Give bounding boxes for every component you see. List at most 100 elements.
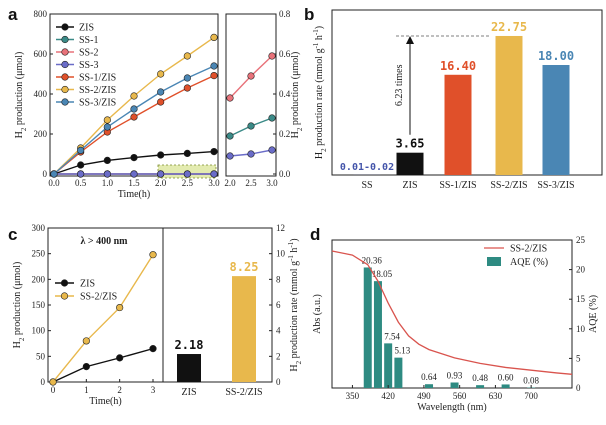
y-tick-label: 100 bbox=[32, 326, 46, 336]
aqe-data-label: 0.60 bbox=[498, 372, 514, 382]
right-y-tick-label: 12 bbox=[276, 223, 285, 233]
y-tick-label: 800 bbox=[34, 9, 48, 19]
data-point bbox=[183, 84, 191, 92]
legend-label: ZIS bbox=[80, 279, 95, 290]
legend-marker bbox=[61, 73, 69, 81]
right-y-tick-label: 2 bbox=[276, 351, 281, 361]
data-label: 2.18 bbox=[175, 338, 204, 352]
y-tick-label: 400 bbox=[34, 89, 48, 99]
x-tick-label: 2.0 bbox=[155, 178, 167, 188]
panel-label-c: c bbox=[8, 225, 17, 244]
plot-frame-inset bbox=[225, 13, 277, 177]
aqe-data-label: 5.13 bbox=[395, 346, 411, 356]
y-tick-label: 600 bbox=[34, 49, 48, 59]
data-point bbox=[210, 62, 218, 70]
legend-marker bbox=[60, 279, 69, 287]
x-axis-label: Wavelength (nm) bbox=[417, 402, 486, 413]
arrow-head bbox=[406, 35, 414, 44]
y-tick-label: 0 bbox=[43, 169, 48, 179]
data-point bbox=[210, 148, 218, 156]
x-tick-label: 2 bbox=[117, 385, 122, 395]
inset-y-tick-label: 0.4 bbox=[279, 89, 291, 99]
right-y-tick-label: 0 bbox=[276, 377, 281, 387]
aqe-bar bbox=[363, 267, 372, 388]
data-point bbox=[77, 146, 85, 154]
x-tick-label: 0.0 bbox=[48, 178, 60, 188]
panel-b: SS 0.01-0.02 ZIS 3.65 SS-1/ZIS 16.40 SS-2/ZIS 2… bbox=[312, 9, 603, 191]
data-point bbox=[183, 74, 191, 82]
data-point bbox=[116, 303, 124, 312]
abs-line bbox=[331, 250, 573, 375]
data-point bbox=[210, 71, 218, 80]
data-label: 16.40 bbox=[440, 59, 476, 73]
x-tick-label: 490 bbox=[417, 391, 431, 401]
category-label: SS-2/ZIS bbox=[225, 387, 262, 398]
panel-a: 0.0 0.5 1.0 1.5 2.0 2.5 3.0 0 200 400 600 800 2.0 2.5… bbox=[14, 9, 304, 200]
aqe-data-label: 0.64 bbox=[421, 372, 437, 382]
legend-label: SS-2 bbox=[79, 48, 98, 59]
data-point bbox=[157, 70, 165, 78]
aqe-bar bbox=[501, 384, 510, 388]
inset-data-point bbox=[226, 132, 234, 140]
bar-ZIS bbox=[396, 152, 424, 175]
y-axis-label-left: H2 production (μmol) bbox=[12, 262, 26, 349]
inset-data-point bbox=[247, 72, 255, 80]
panel-label-d: d bbox=[310, 225, 320, 244]
legend-marker bbox=[61, 23, 69, 31]
right-y-tick-label: 6 bbox=[276, 300, 281, 310]
right-y-tick-label: 5 bbox=[576, 353, 581, 363]
series-line-ZIS bbox=[52, 347, 154, 383]
bar-SS-2/ZIS bbox=[232, 276, 256, 382]
legend-label: AQE (%) bbox=[510, 257, 548, 268]
data-point bbox=[103, 123, 111, 131]
x-tick-label: 350 bbox=[346, 391, 360, 401]
legend-label: SS-1 bbox=[79, 35, 98, 46]
category-label: SS bbox=[361, 180, 372, 191]
x-tick-label: 0.5 bbox=[75, 178, 87, 188]
data-point bbox=[49, 378, 57, 386]
x-tick-label: 3.0 bbox=[208, 178, 220, 188]
right-y-tick-label: 4 bbox=[276, 326, 281, 336]
inset-data-point bbox=[268, 114, 276, 122]
y-axis-label-left: H2 production (μmol) bbox=[14, 52, 28, 139]
legend-marker bbox=[61, 85, 69, 94]
x-tick-label: 630 bbox=[489, 391, 503, 401]
right-y-tick-label: 25 bbox=[576, 235, 586, 245]
data-point bbox=[130, 154, 138, 162]
bar-SS-3/ZIS bbox=[542, 65, 570, 175]
data-point bbox=[210, 170, 218, 178]
legend-label: SS-2/ZIS bbox=[79, 85, 116, 96]
data-point bbox=[157, 151, 165, 159]
inset-x-tick-label: 2.5 bbox=[245, 178, 257, 188]
y-tick-label: 200 bbox=[32, 274, 46, 284]
legend-label: SS-3 bbox=[79, 60, 98, 71]
data-point bbox=[116, 354, 124, 362]
condition-annotation: λ > 400 nm bbox=[80, 236, 128, 247]
legend-label: ZIS bbox=[79, 23, 94, 34]
data-point bbox=[130, 170, 138, 178]
data-point bbox=[50, 170, 58, 178]
bar-SS-2/ZIS bbox=[495, 35, 523, 175]
legend-label: SS-3/ZIS bbox=[79, 98, 116, 109]
y-axis-label-right: H2 production (μmol) bbox=[290, 52, 304, 139]
x-tick-label: 3 bbox=[151, 385, 156, 395]
data-point bbox=[130, 92, 138, 100]
inset-y-tick-label: 0.8 bbox=[279, 9, 291, 19]
data-point bbox=[103, 170, 111, 178]
data-point bbox=[82, 337, 90, 345]
data-point bbox=[130, 105, 138, 113]
aqe-data-label: 7.54 bbox=[384, 331, 400, 341]
inset-data-point bbox=[226, 152, 234, 160]
right-y-tick-label: 8 bbox=[276, 274, 281, 284]
legend-marker bbox=[61, 35, 69, 44]
y-tick-label: 200 bbox=[34, 129, 48, 139]
right-y-tick-label: 0 bbox=[576, 383, 581, 393]
data-point bbox=[130, 113, 138, 121]
legend-marker bbox=[61, 98, 69, 106]
legend-marker bbox=[60, 292, 69, 300]
category-label: ZIS bbox=[182, 387, 197, 398]
inset-data-point bbox=[268, 146, 276, 154]
y-axis-label-right: AQE (%) bbox=[588, 295, 599, 333]
data-point bbox=[157, 170, 165, 178]
